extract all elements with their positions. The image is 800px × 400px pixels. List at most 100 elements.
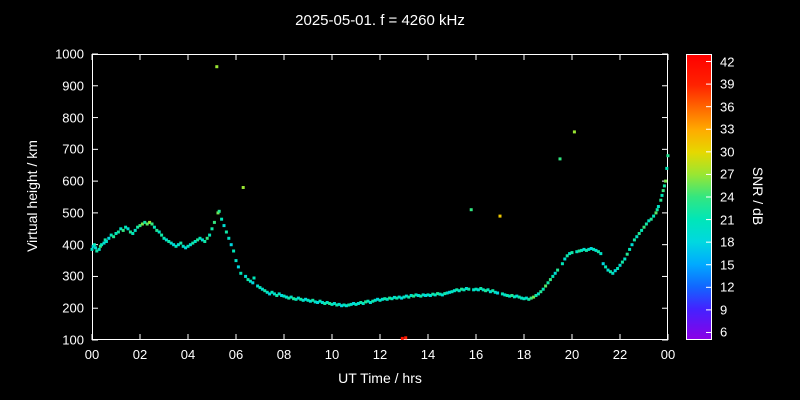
x-tick-label: 12	[372, 347, 388, 362]
data-point	[594, 248, 598, 252]
x-tick-label: 02	[132, 347, 148, 362]
data-point	[95, 249, 99, 253]
data-point	[294, 297, 298, 301]
colorbar-tick-label: 6	[720, 324, 728, 340]
data-point	[169, 241, 173, 245]
data-point	[409, 294, 413, 297]
data-point	[467, 287, 471, 291]
data-point	[107, 236, 111, 240]
data-point	[392, 295, 396, 299]
data-point	[440, 293, 444, 297]
data-point	[455, 288, 459, 292]
data-point	[659, 198, 663, 202]
data-point	[174, 244, 178, 248]
data-point	[647, 219, 651, 223]
x-tick-label: 16	[468, 347, 484, 362]
data-point	[522, 297, 526, 301]
data-point	[248, 279, 252, 283]
data-point	[479, 287, 483, 290]
colorbar-tick-label: 42	[720, 54, 735, 70]
data-point	[265, 290, 269, 294]
data-point	[438, 292, 442, 296]
data-point	[577, 249, 581, 253]
data-point	[666, 154, 670, 158]
data-point	[654, 211, 658, 215]
data-point	[428, 294, 432, 297]
data-point	[143, 220, 147, 224]
data-point	[164, 238, 168, 242]
data-point	[160, 233, 164, 237]
data-point	[390, 297, 394, 301]
data-point	[620, 260, 624, 264]
data-point	[133, 228, 137, 232]
data-point	[157, 230, 161, 234]
data-point	[292, 297, 296, 301]
data-point	[103, 238, 107, 242]
colorbar-tick-label: 33	[720, 121, 735, 137]
data-point	[263, 289, 267, 293]
data-point	[589, 247, 593, 250]
data-point	[172, 243, 176, 247]
data-point	[258, 286, 262, 290]
data-point	[222, 224, 226, 228]
data-point	[476, 288, 480, 292]
x-tick-label: 06	[228, 347, 244, 362]
data-point	[352, 302, 356, 305]
data-point	[91, 244, 95, 248]
data-point	[301, 298, 305, 302]
data-point	[587, 247, 591, 251]
data-point	[152, 225, 156, 229]
data-point	[460, 287, 464, 291]
data-point	[148, 220, 152, 224]
data-point	[216, 211, 220, 215]
data-point	[515, 294, 519, 298]
data-point	[445, 291, 449, 295]
x-tick-label: 22	[612, 347, 628, 362]
data-point	[660, 193, 664, 197]
data-point	[277, 292, 281, 296]
data-point	[520, 296, 524, 300]
data-point	[618, 263, 622, 267]
data-point	[112, 235, 116, 239]
x-tick-label: 08	[276, 347, 292, 362]
data-point	[481, 288, 485, 292]
data-point	[383, 297, 387, 301]
data-point	[246, 278, 250, 282]
x-tick-label: 18	[516, 347, 532, 362]
data-point	[457, 289, 461, 293]
data-point	[364, 300, 368, 304]
data-point	[167, 240, 171, 243]
data-point	[92, 243, 96, 247]
data-point	[193, 240, 197, 243]
y-tick-label: 200	[62, 300, 84, 316]
data-point	[116, 230, 120, 234]
data-point	[203, 240, 207, 243]
data-point	[236, 265, 240, 269]
data-point	[150, 222, 154, 226]
data-point	[662, 184, 666, 188]
data-point	[260, 287, 264, 291]
data-point	[340, 304, 344, 308]
data-point	[100, 243, 104, 247]
data-point	[534, 294, 538, 297]
data-point	[227, 236, 231, 240]
data-point	[337, 302, 341, 306]
colorbar-tick-label: 18	[720, 234, 735, 250]
data-point	[596, 250, 600, 254]
data-point	[268, 292, 272, 296]
data-point	[256, 284, 260, 288]
data-point	[210, 227, 214, 231]
data-point	[308, 299, 312, 303]
data-point	[304, 297, 308, 301]
data-point	[488, 290, 492, 294]
y-tick-label: 600	[62, 173, 84, 189]
data-point	[582, 247, 586, 251]
colorbar-tick-label: 24	[720, 189, 735, 205]
data-point	[484, 289, 488, 293]
data-point	[652, 214, 656, 218]
data-point	[404, 294, 408, 298]
data-point	[287, 296, 291, 300]
data-point	[330, 302, 334, 306]
data-point	[296, 296, 300, 300]
